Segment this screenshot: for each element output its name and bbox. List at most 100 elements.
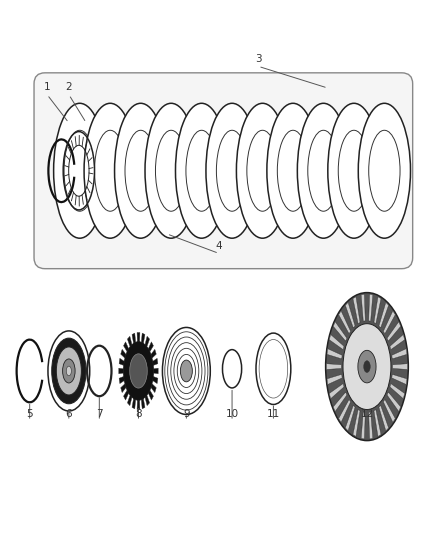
Polygon shape — [339, 311, 350, 334]
Ellipse shape — [180, 360, 192, 382]
Polygon shape — [353, 410, 360, 437]
Polygon shape — [148, 390, 153, 400]
Polygon shape — [345, 302, 355, 328]
Ellipse shape — [66, 366, 71, 376]
Text: 5: 5 — [26, 409, 33, 419]
Polygon shape — [361, 294, 365, 321]
Ellipse shape — [115, 103, 167, 238]
Ellipse shape — [84, 103, 136, 238]
Polygon shape — [132, 333, 136, 343]
Text: 7: 7 — [96, 409, 102, 419]
Polygon shape — [151, 349, 156, 358]
Polygon shape — [392, 374, 407, 384]
Polygon shape — [327, 374, 342, 384]
Polygon shape — [369, 294, 373, 321]
Polygon shape — [361, 412, 365, 439]
Polygon shape — [353, 297, 360, 324]
Polygon shape — [390, 384, 405, 399]
Polygon shape — [392, 364, 407, 369]
Polygon shape — [327, 349, 342, 359]
Ellipse shape — [364, 361, 370, 373]
Ellipse shape — [53, 103, 106, 238]
Polygon shape — [119, 358, 124, 366]
Polygon shape — [127, 336, 132, 347]
Text: 6: 6 — [66, 409, 72, 419]
Polygon shape — [132, 399, 136, 409]
Ellipse shape — [176, 103, 228, 238]
Polygon shape — [339, 399, 350, 422]
Polygon shape — [153, 376, 158, 384]
Polygon shape — [387, 392, 401, 411]
Polygon shape — [121, 384, 126, 393]
Ellipse shape — [267, 103, 319, 238]
Text: 12: 12 — [360, 409, 374, 419]
Polygon shape — [127, 395, 132, 406]
Polygon shape — [392, 349, 407, 359]
Polygon shape — [119, 376, 124, 384]
Polygon shape — [333, 392, 347, 411]
Ellipse shape — [63, 359, 75, 383]
Polygon shape — [153, 368, 158, 374]
Ellipse shape — [343, 324, 391, 409]
Ellipse shape — [52, 338, 86, 404]
Polygon shape — [353, 297, 360, 324]
Polygon shape — [345, 406, 355, 431]
Polygon shape — [339, 399, 350, 422]
Ellipse shape — [206, 103, 258, 238]
Polygon shape — [333, 322, 347, 341]
Text: 2: 2 — [66, 83, 72, 92]
Polygon shape — [392, 374, 407, 384]
Polygon shape — [387, 322, 401, 341]
Text: 11: 11 — [267, 409, 280, 419]
Polygon shape — [145, 395, 149, 406]
Polygon shape — [333, 322, 347, 341]
Polygon shape — [383, 399, 395, 422]
Ellipse shape — [130, 354, 147, 388]
Ellipse shape — [358, 103, 410, 238]
Text: 4: 4 — [215, 241, 223, 251]
Polygon shape — [369, 294, 373, 321]
Polygon shape — [361, 294, 365, 321]
Polygon shape — [390, 335, 405, 350]
Polygon shape — [119, 368, 124, 374]
Polygon shape — [326, 364, 341, 369]
Polygon shape — [379, 406, 389, 431]
Ellipse shape — [145, 103, 197, 238]
Polygon shape — [374, 297, 381, 324]
Polygon shape — [392, 364, 407, 369]
Text: 8: 8 — [135, 409, 142, 419]
Text: 10: 10 — [226, 409, 239, 419]
Polygon shape — [374, 410, 381, 437]
Polygon shape — [329, 335, 344, 350]
Polygon shape — [390, 335, 405, 350]
Ellipse shape — [358, 350, 376, 383]
Polygon shape — [333, 392, 347, 411]
Polygon shape — [369, 412, 373, 439]
Polygon shape — [374, 410, 381, 437]
Polygon shape — [379, 406, 389, 431]
Polygon shape — [327, 374, 342, 384]
Polygon shape — [151, 384, 156, 393]
Ellipse shape — [325, 293, 408, 441]
Polygon shape — [383, 311, 395, 334]
Polygon shape — [339, 311, 350, 334]
Polygon shape — [329, 335, 344, 350]
Polygon shape — [326, 364, 341, 369]
Ellipse shape — [328, 103, 380, 238]
Polygon shape — [387, 392, 401, 411]
Polygon shape — [137, 400, 140, 409]
Polygon shape — [369, 412, 373, 439]
Polygon shape — [141, 333, 145, 343]
Ellipse shape — [124, 342, 153, 400]
Polygon shape — [329, 384, 344, 399]
Polygon shape — [383, 311, 395, 334]
Polygon shape — [124, 342, 129, 352]
Polygon shape — [141, 399, 145, 409]
Ellipse shape — [237, 103, 289, 238]
Polygon shape — [124, 390, 129, 400]
Polygon shape — [327, 349, 342, 359]
Polygon shape — [153, 358, 158, 366]
Polygon shape — [353, 410, 360, 437]
Polygon shape — [148, 342, 153, 352]
Polygon shape — [383, 399, 395, 422]
